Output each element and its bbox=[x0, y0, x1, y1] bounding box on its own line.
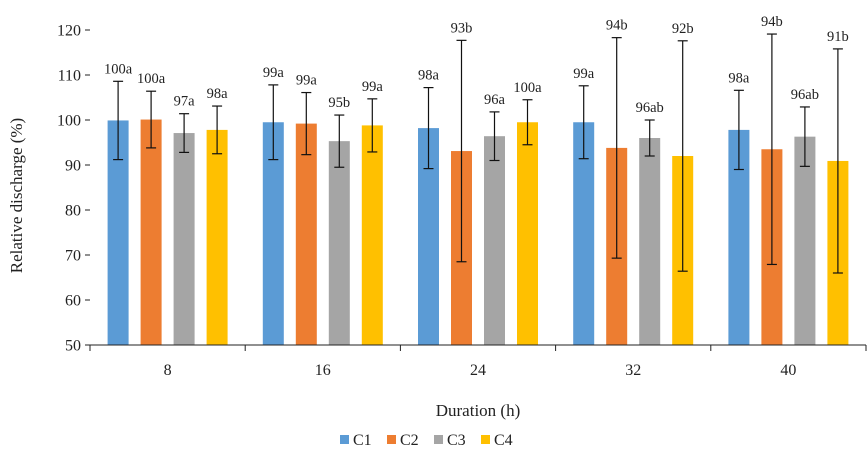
y-tick-label: 90 bbox=[65, 158, 81, 175]
legend-swatch-c2 bbox=[387, 435, 396, 444]
y-tick-label: 100 bbox=[57, 113, 81, 130]
bar-c3 bbox=[484, 136, 505, 345]
bar-c4 bbox=[517, 122, 538, 345]
legend-label-c2: C2 bbox=[400, 432, 419, 449]
y-tick-label: 120 bbox=[57, 23, 81, 40]
data-label: 92b bbox=[672, 21, 694, 37]
data-label: 100a bbox=[513, 80, 542, 96]
y-axis-ticks: 50 60 70 80 90 100 110 120 bbox=[57, 23, 90, 355]
y-tick-label: 80 bbox=[65, 203, 81, 220]
legend-swatch-c4 bbox=[481, 435, 490, 444]
data-label: 100a bbox=[137, 71, 166, 87]
data-label: 99a bbox=[362, 79, 384, 95]
legend: C1 C2 C3 C4 bbox=[340, 432, 513, 449]
y-tick-label: 50 bbox=[65, 338, 81, 355]
y-tick-label: 60 bbox=[65, 293, 81, 310]
bar-c3 bbox=[173, 133, 195, 345]
x-tick-label: 24 bbox=[470, 362, 486, 379]
error-bars bbox=[113, 33, 843, 274]
bar-c1 bbox=[573, 122, 595, 345]
bar-c2 bbox=[140, 119, 162, 345]
bar-c1 bbox=[107, 120, 129, 345]
x-tick-label: 40 bbox=[780, 362, 796, 379]
data-label: 95b bbox=[328, 95, 350, 111]
y-axis-title: Relative discharge (%) bbox=[7, 118, 26, 273]
x-tick-label: 32 bbox=[625, 362, 641, 379]
data-label: 98a bbox=[728, 70, 750, 86]
data-label: 98a bbox=[418, 68, 440, 84]
bar-c3 bbox=[328, 141, 350, 345]
data-label: 100a bbox=[104, 61, 133, 77]
x-tick-label: 8 bbox=[164, 362, 172, 379]
bar-series bbox=[107, 119, 849, 346]
data-label: 99a bbox=[296, 73, 318, 89]
bar-c3 bbox=[639, 138, 661, 345]
bar-c1 bbox=[262, 122, 284, 345]
data-label: 98a bbox=[207, 86, 229, 102]
y-tick-label: 110 bbox=[58, 68, 81, 85]
x-tick-label: 16 bbox=[315, 362, 331, 379]
bar-c4 bbox=[361, 125, 383, 346]
data-label: 96ab bbox=[791, 87, 819, 103]
bar-c1 bbox=[728, 129, 750, 345]
bar-c2 bbox=[295, 123, 317, 345]
data-label: 94b bbox=[761, 14, 783, 30]
data-label: 99a bbox=[573, 66, 595, 82]
y-tick-label: 70 bbox=[65, 248, 81, 265]
x-axis-ticks: 8 16 24 32 40 bbox=[89, 345, 867, 379]
x-axis-title: Duration (h) bbox=[436, 401, 521, 420]
legend-label-c3: C3 bbox=[447, 432, 466, 449]
bar-c4 bbox=[206, 129, 228, 345]
legend-label-c1: C1 bbox=[353, 432, 372, 449]
legend-label-c4: C4 bbox=[494, 432, 513, 449]
data-label: 99a bbox=[263, 65, 285, 81]
legend-swatch-c1 bbox=[340, 435, 349, 444]
data-label: 91b bbox=[827, 29, 849, 45]
legend-swatch-c3 bbox=[434, 435, 443, 444]
data-label: 94b bbox=[606, 18, 628, 34]
bar-c3 bbox=[794, 136, 816, 345]
data-label: 93b bbox=[451, 20, 473, 36]
data-label: 97a bbox=[174, 94, 196, 110]
data-label: 96a bbox=[484, 92, 506, 108]
data-label: 96ab bbox=[636, 100, 664, 116]
bar-c1 bbox=[418, 128, 439, 345]
